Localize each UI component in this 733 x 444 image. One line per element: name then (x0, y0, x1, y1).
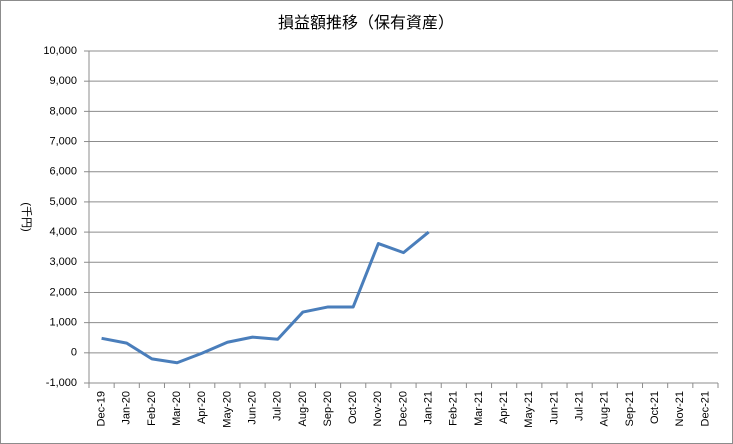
x-tick-label: Apr-20 (196, 391, 208, 424)
x-tick-label: Sep-20 (322, 391, 334, 426)
y-tick-label: 6,000 (49, 166, 77, 178)
y-axis-label: (千円) (20, 202, 33, 231)
x-tick-label: Nov-21 (674, 391, 686, 426)
x-tick-label: May-20 (221, 391, 233, 428)
y-tick-label: 5,000 (49, 196, 77, 208)
x-tick-label: Oct-20 (347, 391, 359, 424)
x-tick-label: Dec-21 (699, 391, 711, 426)
x-tick-label: Dec-20 (397, 391, 409, 426)
x-tick-label: Jan-20 (121, 391, 133, 425)
data-line (101, 230, 430, 365)
x-tick-label: Aug-21 (599, 391, 611, 426)
y-tick-label: 4,000 (49, 226, 77, 238)
y-tick-label: 0 (71, 347, 77, 359)
x-tick-label: Jul-20 (272, 391, 284, 421)
x-tick-label: Mar-20 (171, 391, 183, 426)
x-tick-label: Dec-19 (95, 391, 107, 426)
y-tick-label: 7,000 (49, 135, 77, 147)
y-tick-label: 1,000 (49, 317, 77, 329)
y-tick-label: 8,000 (49, 105, 77, 117)
x-tick-label: Aug-20 (297, 391, 309, 426)
x-tick-label: May-21 (523, 391, 535, 428)
y-tick-label: 9,000 (49, 75, 77, 87)
x-tick-label: Feb-20 (146, 391, 158, 426)
x-tick-label: Mar-21 (473, 391, 485, 426)
y-tick-label: 3,000 (49, 256, 77, 268)
x-tick-label: Apr-21 (498, 391, 510, 424)
x-tick-label: Jul-21 (574, 391, 586, 421)
x-tick-label: Jan-21 (423, 391, 435, 425)
x-tick-label: Feb-21 (448, 391, 460, 426)
y-tick-label: 2,000 (49, 286, 77, 298)
x-tick-label: Jun-20 (246, 391, 258, 425)
x-tick-label: Jun-21 (548, 391, 560, 425)
y-tick-label: 10,000 (43, 45, 77, 57)
x-tick-label: Nov-20 (372, 391, 384, 426)
x-tick-label: Oct-21 (649, 391, 661, 424)
x-tick-label: Sep-21 (624, 391, 636, 426)
y-tick-label: -1,000 (46, 377, 77, 389)
chart-title: 損益額推移（保有資産） (278, 14, 454, 32)
